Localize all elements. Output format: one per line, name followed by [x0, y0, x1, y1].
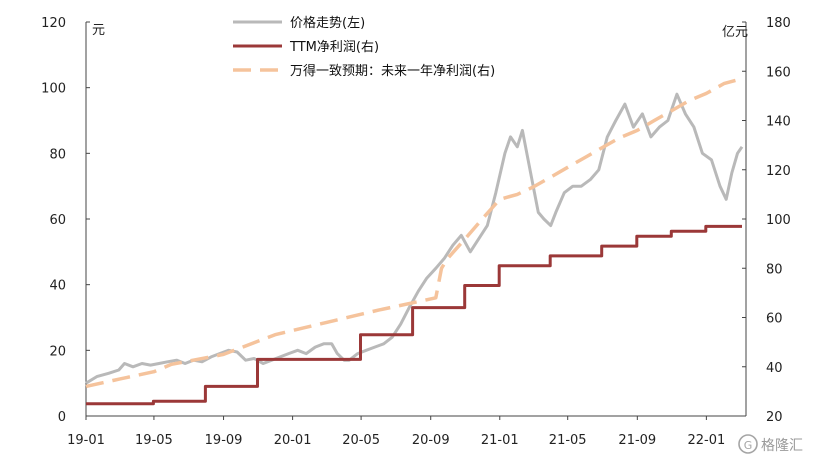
y-right-unit: 亿元 [722, 25, 748, 40]
y-left-tick-label: 20 [49, 344, 66, 359]
y-right-tick-label: 60 [766, 312, 783, 327]
legend-item-consensus-forecast: 万得一致预期：未来一年净利润(右) [233, 63, 495, 79]
y-left-tick-label: 120 [41, 16, 66, 31]
x-tick-label: 19-01 [67, 433, 105, 448]
legend-label: 价格走势(左) [290, 15, 365, 31]
y-right-tick-label: 140 [766, 115, 791, 130]
legend: 价格走势(左) TTM净利润(右) 万得一致预期：未来一年净利润(右) [233, 15, 495, 79]
watermark: G 格隆汇 [738, 434, 803, 454]
y-right-tick-label: 40 [766, 361, 783, 376]
y-right-tick-label: 20 [766, 410, 783, 425]
x-tick-label: 19-05 [135, 433, 173, 448]
watermark-logo-glyph: G [744, 439, 753, 452]
y-right-tick-label: 80 [766, 262, 783, 277]
y-right-tick-label: 160 [766, 65, 791, 80]
legend-item-price: 价格走势(左) [233, 15, 365, 31]
y-left-tick-label: 100 [41, 82, 66, 97]
x-tick-label: 20-01 [274, 433, 312, 448]
x-tick-label: 22-01 [687, 433, 725, 448]
x-tick-label: 21-01 [481, 433, 519, 448]
y-left-tick-label: 60 [49, 213, 66, 228]
ttm-profit-series-line [86, 224, 742, 406]
legend-label: TTM净利润(右) [289, 40, 379, 55]
y-left-tick-label: 0 [58, 410, 66, 425]
y-left-unit: 元 [92, 23, 105, 38]
watermark-logo-icon [738, 434, 758, 454]
x-tick-label: 20-09 [412, 433, 450, 448]
x-tick-label: 21-09 [618, 433, 656, 448]
y-left-tick-label: 80 [49, 147, 66, 162]
legend-item-ttm-profit: TTM净利润(右) [233, 40, 379, 55]
consensus-forecast-series-line [85, 76, 743, 389]
y-right-tick-label: 180 [766, 16, 791, 31]
watermark-text: 格隆汇 [761, 438, 803, 454]
axes: 0 20 40 60 80 100 120 20 40 60 80 100 120 140 160 180 19… [41, 16, 791, 448]
x-tick-label: 21-05 [549, 433, 587, 448]
series-layer [85, 76, 744, 406]
legend-label: 万得一致预期：未来一年净利润(右) [290, 63, 495, 79]
x-tick-label: 20-05 [342, 433, 380, 448]
price-series-line [85, 92, 744, 385]
y-left-tick-label: 40 [49, 279, 66, 294]
y-right-tick-label: 100 [766, 213, 791, 228]
x-tick-label: 19-09 [205, 433, 243, 448]
y-right-tick-label: 120 [766, 164, 791, 179]
